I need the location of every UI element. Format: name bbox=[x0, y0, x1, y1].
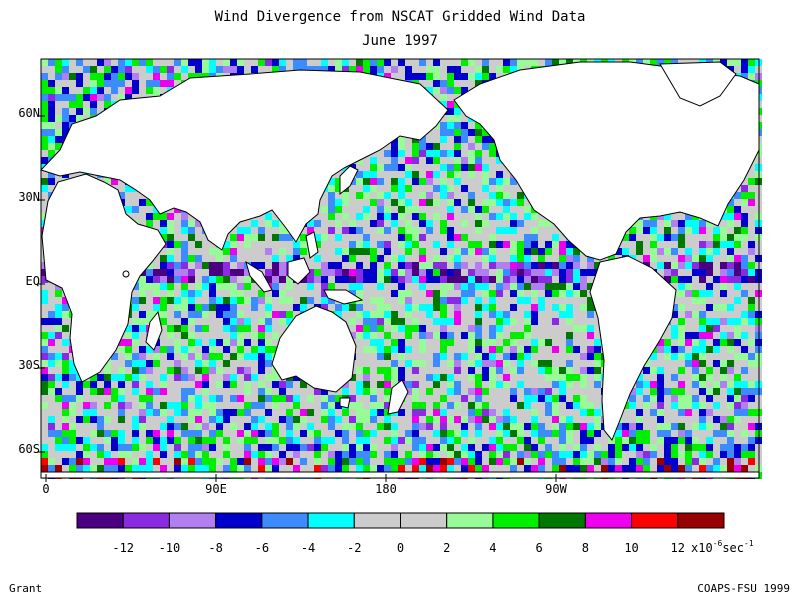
colorbar bbox=[76, 512, 725, 529]
longitude-label: 180 bbox=[375, 482, 397, 496]
land-new-zealand bbox=[387, 379, 409, 415]
units-suffix: sec bbox=[722, 541, 745, 555]
land-masses bbox=[40, 61, 760, 479]
colorbar-tick-label: 10 bbox=[624, 541, 639, 555]
land-australia bbox=[271, 305, 357, 393]
latitude-label: 60S bbox=[18, 442, 40, 456]
colorbar-tick-label: 0 bbox=[396, 541, 405, 555]
colorbar-swatch bbox=[76, 512, 124, 529]
colorbar-swatch bbox=[492, 512, 540, 529]
lake-victoria bbox=[122, 270, 130, 278]
land-greenland bbox=[659, 61, 737, 107]
colorbar-swatch bbox=[307, 512, 355, 529]
units-prefix: x10 bbox=[691, 541, 713, 555]
longitude-label: 90W bbox=[545, 482, 567, 496]
colorbar-swatch bbox=[215, 512, 263, 529]
latitude-ticks bbox=[37, 115, 45, 453]
latitude-label: EQ bbox=[25, 274, 40, 288]
colorbar-tick-label: 2 bbox=[443, 541, 451, 555]
land-africa bbox=[41, 173, 167, 383]
map-frame bbox=[40, 58, 760, 479]
units-suffix-exponent: -1 bbox=[744, 539, 754, 548]
colorbar-swatch bbox=[168, 512, 217, 529]
colorbar-swatch bbox=[122, 512, 170, 529]
units-exponent: -6 bbox=[712, 539, 723, 548]
land-japan bbox=[339, 165, 359, 196]
map-subtitle: June 1997 bbox=[362, 33, 438, 49]
colorbar-swatch bbox=[677, 512, 725, 529]
latitude-label: 30N bbox=[18, 190, 40, 204]
colorbar-units: x10-6sec-1 bbox=[691, 539, 754, 555]
colorbar-swatch bbox=[584, 512, 633, 529]
footer-author: Grant bbox=[9, 582, 43, 595]
colorbar-tick-label: 8 bbox=[581, 541, 589, 555]
colorbar-tick-label: -12 bbox=[112, 541, 135, 555]
longitude-ticks bbox=[45, 474, 557, 482]
colorbar-swatch bbox=[400, 512, 448, 529]
colorbar-tick-label: -6 bbox=[254, 541, 270, 555]
land-new-guinea bbox=[323, 289, 364, 305]
land-sumatra bbox=[245, 260, 273, 293]
longitude-label: 90E bbox=[205, 482, 227, 496]
land-philippines bbox=[305, 231, 319, 259]
land-borneo bbox=[287, 257, 311, 285]
longitude-label: 0 bbox=[42, 482, 50, 496]
land-antarctica bbox=[40, 471, 760, 479]
colorbar-tick-label: -8 bbox=[208, 541, 223, 555]
map-title: Wind Divergence from NSCAT Gridded Wind … bbox=[214, 9, 586, 25]
colorbar-swatch bbox=[353, 512, 401, 529]
latitude-label: 60N bbox=[18, 106, 40, 120]
land-tasmania bbox=[339, 397, 351, 409]
latitude-label: 30S bbox=[18, 358, 40, 372]
colorbar-swatch bbox=[446, 512, 494, 529]
colorbar-tick-label: -2 bbox=[347, 541, 362, 555]
colorbar-tick-label: -10 bbox=[158, 541, 181, 555]
colorbar-swatch bbox=[631, 512, 679, 529]
colorbar-tick-label: 12 bbox=[670, 541, 686, 555]
colorbar-tick-label: 6 bbox=[535, 541, 543, 555]
land-eurasia bbox=[40, 69, 449, 251]
colorbar-swatch bbox=[261, 512, 309, 529]
colorbar-swatch bbox=[538, 512, 586, 529]
land-south-america bbox=[589, 255, 677, 441]
footer-credit: COAPS-FSU 1999 bbox=[697, 582, 790, 595]
colorbar-tick-label: -4 bbox=[300, 541, 316, 555]
land-madagascar bbox=[145, 310, 163, 351]
colorbar-tick-label: 4 bbox=[489, 541, 497, 555]
